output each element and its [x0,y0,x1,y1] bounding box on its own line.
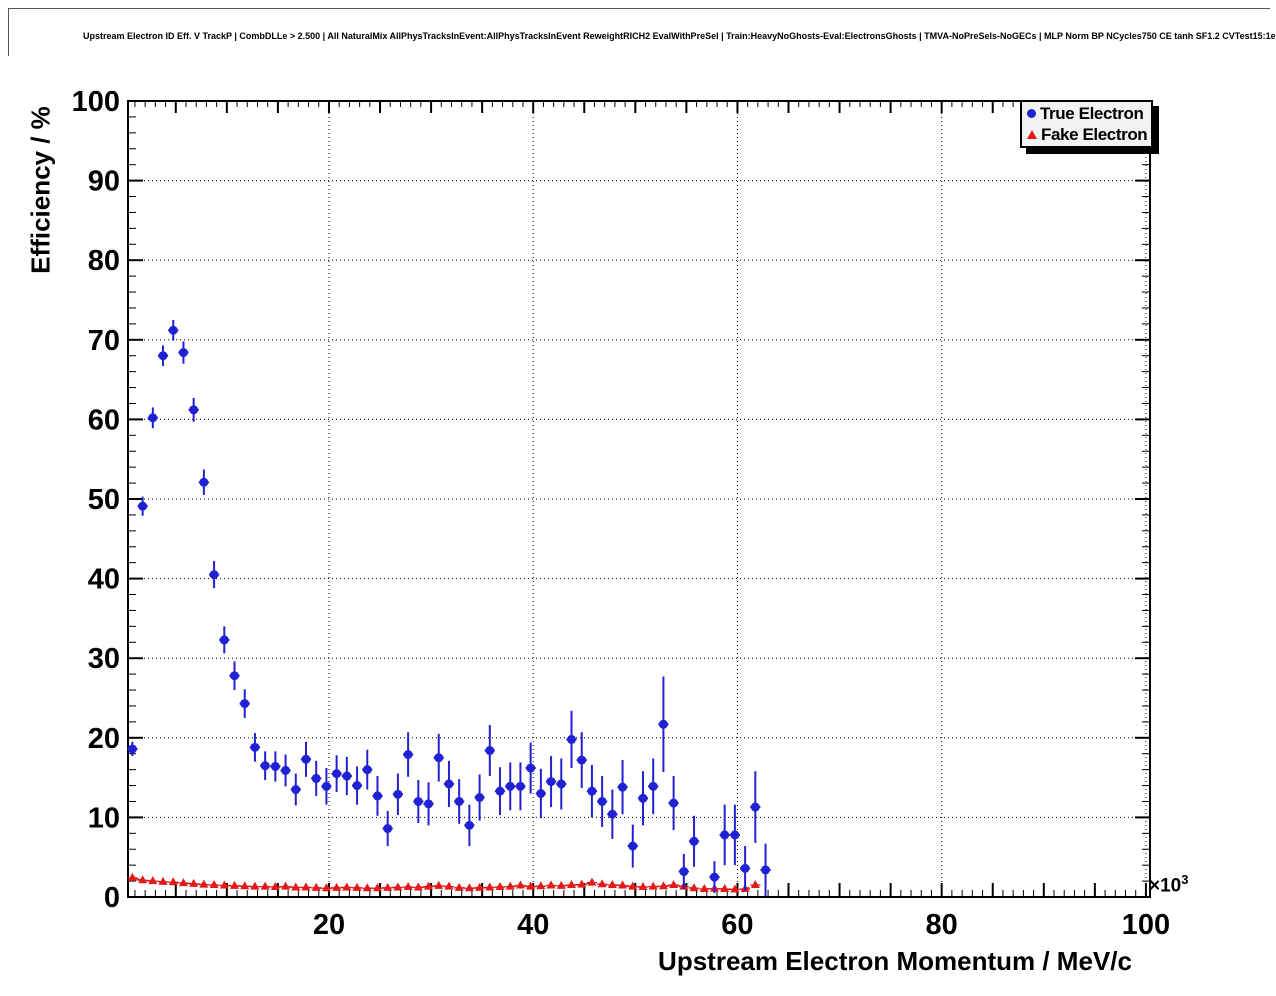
svg-text:30: 30 [88,643,120,675]
canvas-edge-left [8,8,9,56]
canvas-edge-top [8,8,1270,9]
legend-item-true-electron: True Electron [1027,104,1151,124]
plot-title: Upstream Electron ID Eff. V TrackP | Com… [83,31,1276,41]
svg-text:40: 40 [88,564,120,596]
svg-text:100: 100 [1122,909,1170,941]
legend-item-fake-electron: Fake Electron [1027,125,1151,145]
legend: True Electron Fake Electron [1020,100,1153,148]
fake-electron-marker-icon [1027,130,1037,139]
svg-text:40: 40 [517,909,549,941]
svg-text:20: 20 [88,723,120,755]
svg-text:80: 80 [926,909,958,941]
svg-text:90: 90 [88,166,120,198]
true-electron-marker-icon [1027,109,1036,118]
svg-text:70: 70 [88,325,120,357]
svg-text:100: 100 [72,86,120,118]
svg-text:60: 60 [88,404,120,436]
svg-text:50: 50 [88,484,120,516]
y-axis-title: Efficiency / % [25,106,56,274]
x-axis-title: Upstream Electron Momentum / MeV/c [658,946,1132,976]
svg-text:20: 20 [313,909,345,941]
svg-text:80: 80 [88,245,120,277]
svg-text:60: 60 [721,909,753,941]
legend-label-true-electron: True Electron [1040,103,1144,123]
legend-label-fake-electron: Fake Electron [1041,124,1148,144]
svg-text:10: 10 [88,802,120,834]
svg-text:0: 0 [104,882,120,914]
x-axis-multiplier-base: ×10 [1149,875,1182,897]
x-axis-multiplier-exponent: 3 [1181,872,1189,887]
x-axis-multiplier: ×103 [1149,872,1188,897]
